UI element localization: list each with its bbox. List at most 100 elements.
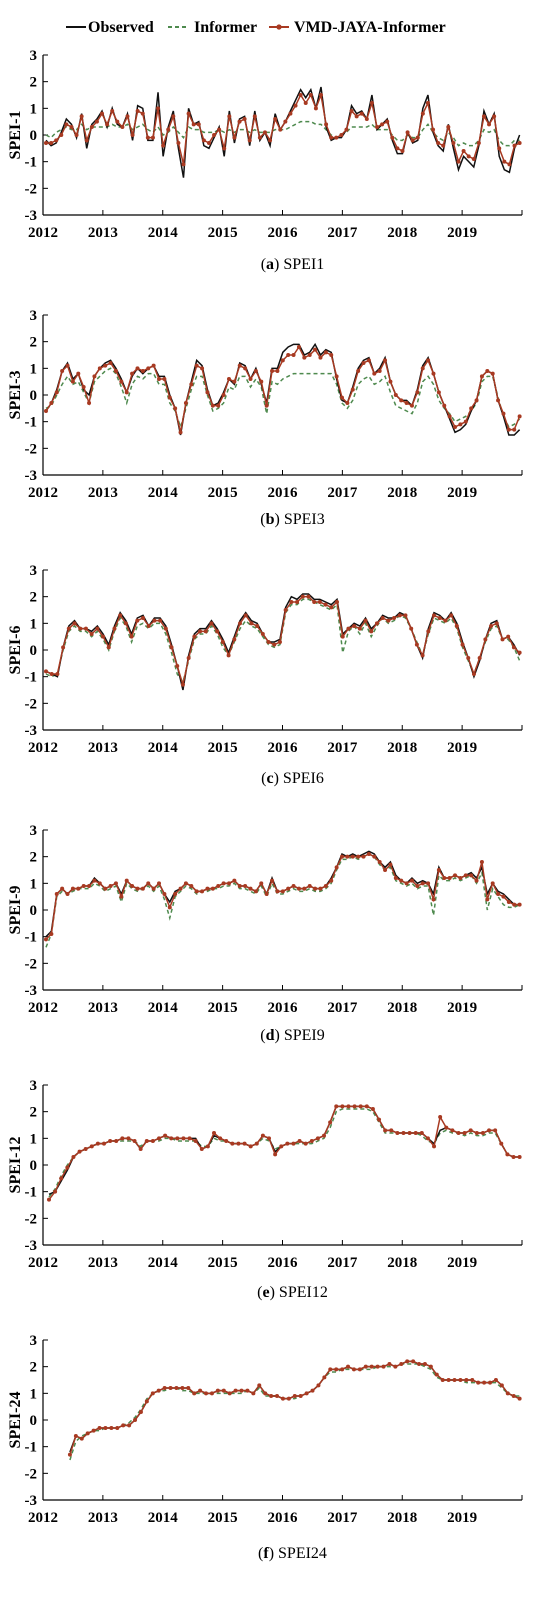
data-point: [215, 1388, 220, 1393]
panel-caption: (a) SPEI1: [261, 256, 325, 273]
series-line-observed: [45, 342, 521, 436]
x-tick-label: 2013: [88, 485, 118, 501]
data-point: [275, 369, 280, 373]
data-point: [471, 672, 476, 676]
data-point: [506, 427, 511, 432]
data-point: [442, 403, 447, 408]
data-point: [383, 868, 388, 872]
data-point: [81, 385, 86, 389]
data-point: [393, 1364, 398, 1369]
x-tick-label: 2014: [148, 225, 179, 241]
data-point: [458, 1378, 463, 1382]
data-point: [121, 1423, 126, 1428]
data-point: [144, 1399, 149, 1404]
data-point: [346, 626, 351, 631]
data-point: [54, 138, 59, 143]
data-point: [259, 379, 264, 384]
x-tick-label: 2019: [447, 225, 477, 241]
data-point: [482, 1380, 487, 1385]
data-point: [257, 1383, 262, 1388]
data-point: [78, 626, 83, 631]
data-point: [428, 1364, 433, 1369]
data-point: [150, 1139, 155, 1143]
data-point: [130, 884, 135, 888]
data-point: [119, 894, 124, 899]
x-tick-label: 2017: [327, 1255, 358, 1271]
data-point: [346, 1364, 351, 1369]
x-tick-label: 2012: [28, 485, 58, 501]
data-point: [447, 414, 452, 419]
data-point: [407, 1131, 412, 1135]
x-tick-label: 2018: [387, 740, 417, 756]
x-tick-label: 2016: [268, 1255, 299, 1271]
data-point: [358, 1104, 363, 1109]
data-point: [110, 109, 115, 113]
y-tick-label: -1: [25, 1185, 38, 1201]
data-point: [115, 119, 120, 124]
x-tick-label: 2015: [208, 1510, 238, 1526]
data-point: [490, 881, 495, 886]
data-point: [308, 93, 313, 97]
data-point: [291, 884, 296, 888]
data-point: [162, 377, 167, 381]
y-tick-label: -3: [25, 208, 38, 224]
data-point: [334, 135, 339, 140]
data-point: [168, 1386, 173, 1390]
series-line-observed: [69, 1360, 520, 1453]
data-point: [501, 894, 506, 899]
data-point: [108, 361, 113, 365]
data-point: [253, 889, 258, 894]
series-line-vmd-jaya-informer: [45, 92, 520, 166]
data-point: [180, 1386, 185, 1390]
data-point: [140, 111, 145, 116]
y-tick-label: -1: [25, 670, 38, 686]
data-point: [497, 146, 502, 151]
data-point: [251, 1391, 256, 1396]
data-point: [310, 1388, 315, 1393]
legend: Observed Informer VMD-JAYA-Informer: [66, 19, 446, 36]
data-point: [101, 1141, 106, 1146]
caption-letter: c: [266, 770, 273, 787]
data-point: [381, 1364, 386, 1369]
data-point: [399, 398, 404, 403]
data-point: [494, 621, 499, 626]
x-tick-label: 2013: [88, 1255, 118, 1271]
data-point: [364, 117, 369, 121]
data-point: [440, 1378, 445, 1382]
legend-item-1: Observed: [66, 19, 154, 36]
data-point: [458, 422, 463, 427]
data-point: [485, 369, 490, 373]
data-point: [334, 1104, 339, 1109]
data-point: [200, 889, 205, 894]
data-point: [73, 1434, 78, 1438]
data-point: [387, 1362, 392, 1366]
data-point: [479, 374, 484, 379]
data-point: [322, 1375, 327, 1380]
data-point: [285, 1141, 290, 1146]
data-point: [277, 640, 282, 644]
data-point: [377, 1117, 382, 1122]
y-tick-label: 0: [30, 128, 38, 144]
data-point: [222, 146, 227, 151]
panel-caption: (b) SPEI3: [260, 511, 324, 528]
data-point: [118, 613, 123, 618]
data-point: [480, 1131, 485, 1135]
data-point: [76, 886, 81, 891]
data-point: [366, 852, 371, 856]
data-point: [152, 618, 157, 623]
data-point: [422, 1362, 427, 1366]
caption-text: SPEI6: [283, 770, 324, 787]
data-point: [176, 141, 181, 145]
data-point: [340, 1367, 345, 1372]
data-point: [469, 406, 474, 411]
data-point: [145, 135, 150, 140]
y-tick-label: 0: [30, 643, 38, 659]
data-point: [496, 892, 501, 896]
data-point: [226, 377, 231, 381]
data-point: [242, 117, 247, 121]
data-point: [97, 366, 102, 371]
data-point: [72, 621, 77, 626]
